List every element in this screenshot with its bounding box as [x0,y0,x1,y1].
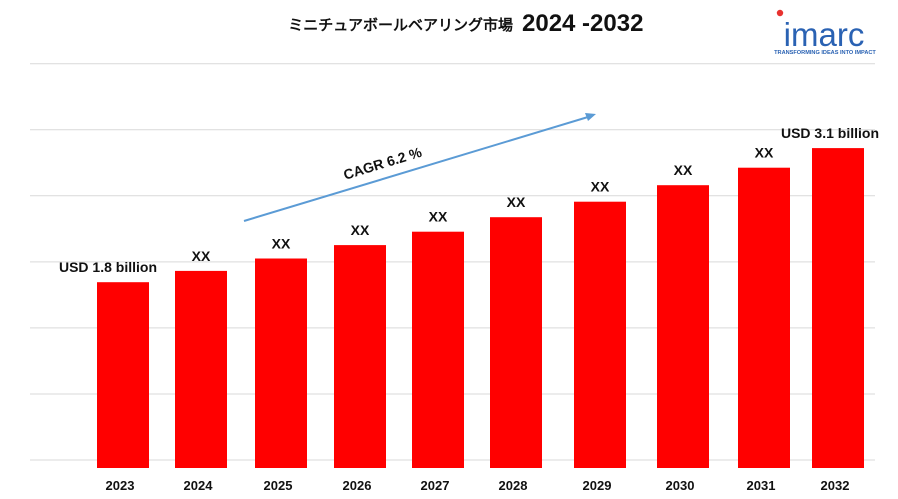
bar-2025 [255,258,307,468]
data-label-2027: XX [429,209,448,225]
bar-2023 [97,282,149,468]
x-tick-2025: 2025 [264,478,293,493]
x-tick-2032: 2032 [821,478,850,493]
x-tick-2023: 2023 [106,478,135,493]
data-label-2025: XX [272,236,291,252]
logo-wordmark: imarc [784,16,865,53]
x-tick-2027: 2027 [421,478,450,493]
x-tick-2029: 2029 [583,478,612,493]
data-labels: USD 1.8 billion XX XX XX XX XX XX XX XX USD 3.1 b… [59,125,879,275]
logo-tagline: TRANSFORMING IDEAS INTO IMPACT [774,50,876,56]
cagr-arrow-head [585,113,596,121]
cagr-arrow [243,116,589,222]
bar-2027 [412,231,464,468]
x-tick-2026: 2026 [343,478,372,493]
x-tick-2031: 2031 [747,478,776,493]
bar-2031 [738,167,790,468]
data-label-2029: XX [591,179,610,195]
bar-2029 [574,201,626,468]
chart-title-market-name: ミニチュアボールベアリング市場 [288,16,513,34]
data-label-2028: XX [507,194,526,210]
chart-title: ミニチュアボールベアリング市場 2024 -2032 [288,10,643,37]
cagr-annotation: CAGR 6.2 % [243,113,596,222]
data-label-2032: USD 3.1 billion [781,125,879,141]
x-tick-2030: 2030 [666,478,695,493]
cagr-label: CAGR 6.2 % [342,144,425,183]
bar-2028 [490,217,542,468]
bar-2026 [334,245,386,468]
data-label-2031: XX [755,145,774,161]
bar-2032 [812,148,864,468]
bars [97,148,864,468]
x-axis-tick-labels: 2023 2024 2025 2026 2027 2028 2029 2030 2031 2032 [106,478,850,493]
bar-2030 [657,185,709,468]
x-tick-2024: 2024 [184,478,214,493]
chart-title-years: 2024 -2032 [522,10,643,37]
data-label-2030: XX [674,162,693,178]
logo-dot [776,9,784,17]
data-label-2023: USD 1.8 billion [59,259,157,275]
bar-2024 [175,270,227,468]
x-tick-2028: 2028 [499,478,528,493]
imarc-logo: imarc TRANSFORMING IDEAS INTO IMPACT [774,9,876,56]
data-label-2026: XX [351,222,370,238]
data-label-2024: XX [192,248,211,264]
